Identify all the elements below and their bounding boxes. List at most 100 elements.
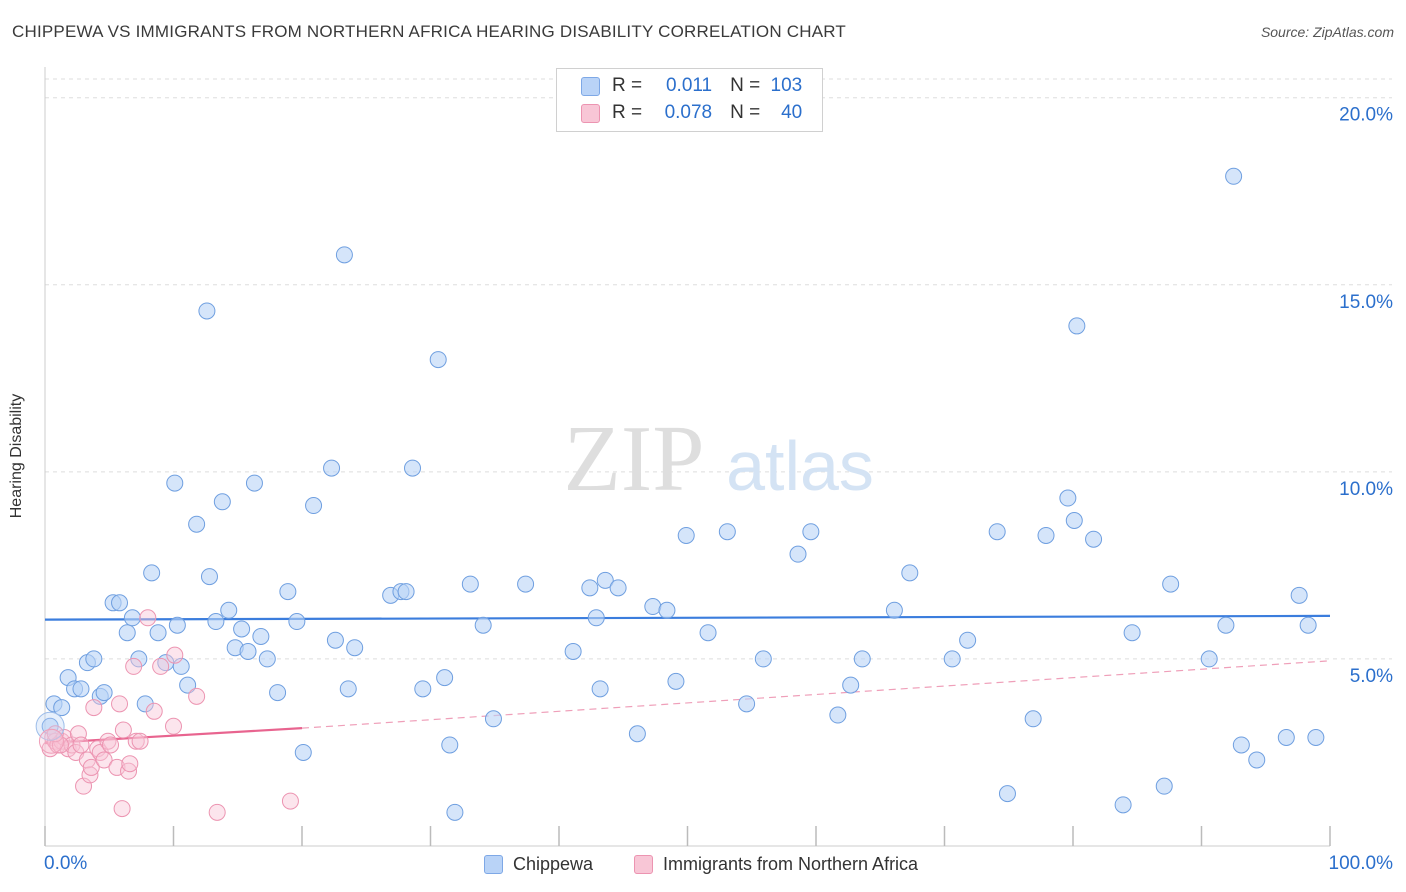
chippewa-point <box>252 627 270 645</box>
legend-item-chippewa: Chippewa <box>484 852 593 876</box>
chippewa-point <box>1277 728 1295 746</box>
chippewa-point <box>35 711 65 741</box>
chippewa-point <box>1037 526 1055 544</box>
chippewa-point <box>628 725 646 743</box>
chippewa-point <box>699 624 717 642</box>
immigrants-point <box>281 792 299 810</box>
immigrants-point <box>188 687 206 705</box>
immigrants-point <box>127 732 145 750</box>
tick-labels: 5.0% 10.0% 15.0% 20.0% 0.0% 100.0% <box>44 105 1393 874</box>
chippewa-n-value: 103 <box>770 75 803 96</box>
chippewa-point <box>326 631 344 649</box>
chippewa-point <box>118 624 136 642</box>
immigrants-point <box>165 717 182 735</box>
chippewa-point <box>404 459 422 477</box>
chippewa-point <box>188 515 206 533</box>
chippewa-point <box>446 803 464 821</box>
stats-legend: R = 0.011 N = 103 R = 0.078 N = 40 <box>556 68 823 132</box>
axes <box>44 67 1331 847</box>
immigrants-point <box>72 736 90 754</box>
chippewa-point <box>436 669 454 687</box>
source-label: Source: ZipAtlas.com <box>1260 24 1394 40</box>
immigrants-point <box>208 803 226 821</box>
chippewa-point <box>233 620 251 638</box>
y-tick-label: 20.0% <box>1339 105 1393 126</box>
immigrants-point <box>51 736 69 754</box>
stats-row-immigrants: R = 0.078 N = 40 <box>581 102 802 124</box>
chippewa-point <box>149 624 167 642</box>
chippewa-point <box>397 583 415 601</box>
chippewa-point <box>1290 586 1308 604</box>
immigrants-point <box>102 736 120 754</box>
chippewa-point <box>95 684 113 702</box>
chippewa-point <box>1123 624 1141 642</box>
chippewa-point <box>346 639 364 657</box>
chippewa-trend-line <box>44 614 1331 621</box>
chart-title: CHIPPEWA VS IMMIGRANTS FROM NORTHERN AFR… <box>12 22 847 41</box>
chippewa-point <box>323 459 341 477</box>
chippewa-point <box>441 736 459 754</box>
chippewa-point <box>288 613 306 631</box>
n-label: N = <box>730 102 761 123</box>
chippewa-point <box>429 351 447 369</box>
chippewa-point <box>179 676 197 694</box>
chippewa-point <box>644 598 662 616</box>
chippewa-point <box>677 526 695 544</box>
chippewa-point <box>885 601 903 619</box>
n-label: N = <box>730 75 761 96</box>
immigrants-point <box>82 758 100 776</box>
chippewa-point <box>1162 575 1180 593</box>
chippewa-point <box>738 695 756 713</box>
chippewa-point <box>1068 317 1086 335</box>
immigrants-point <box>111 695 129 713</box>
immigrants-point <box>152 657 170 675</box>
chippewa-point <box>943 650 961 668</box>
immigrants-point <box>95 751 113 769</box>
chippewa-point <box>294 743 312 761</box>
chippewa-point <box>474 616 492 634</box>
chippewa-point <box>143 564 161 582</box>
chippewa-point <box>587 609 605 627</box>
immigrants-point <box>46 725 64 743</box>
chippewa-point <box>414 680 432 698</box>
chippewa-legend-swatch <box>484 854 503 874</box>
chippewa-point <box>245 474 263 492</box>
chippewa-point <box>239 642 257 660</box>
immigrants-point <box>145 702 163 720</box>
legend-item-immigrants: Immigrants from Northern Africa <box>634 852 918 876</box>
chippewa-point <box>517 575 535 593</box>
chippewa-point <box>1307 728 1325 746</box>
immigrants-r-value: 0.078 <box>664 102 713 123</box>
watermark-atlas: atlas <box>726 427 874 505</box>
y-axis-label-wrap: Hearing Disability <box>8 394 26 519</box>
chippewa-point <box>53 699 71 717</box>
chippewa-point <box>901 564 919 582</box>
chippewa-point <box>1065 511 1083 529</box>
chippewa-point <box>596 571 614 589</box>
y-axis-label: Hearing Disability <box>8 393 25 519</box>
chippewa-point <box>200 568 218 586</box>
chippewa-point <box>339 680 357 698</box>
chippewa-point <box>269 684 287 702</box>
chippewa-r-value: 0.011 <box>665 75 713 96</box>
immigrants-point <box>114 721 132 739</box>
data-points <box>35 167 1325 821</box>
immigrants-point <box>166 646 184 664</box>
chippewa-point <box>220 601 238 619</box>
chippewa-point <box>1232 736 1250 754</box>
immigrants-point <box>131 732 149 750</box>
chippewa-point <box>581 579 599 597</box>
chippewa-point <box>1217 616 1235 634</box>
chippewa-point <box>72 680 90 698</box>
chippewa-point <box>842 676 860 694</box>
chippewa-legend-label: Chippewa <box>513 853 594 874</box>
y-tick-label: 10.0% <box>1339 479 1393 500</box>
chippewa-point <box>111 594 129 612</box>
immigrants-point <box>69 725 87 743</box>
chippewa-point <box>829 706 847 724</box>
x-tick-label-max: 100.0% <box>1329 853 1394 874</box>
chippewa-point <box>1155 777 1173 795</box>
immigrants-legend-label: Immigrants from Northern Africa <box>663 853 919 874</box>
chippewa-point <box>1248 751 1266 769</box>
chippewa-point <box>1024 710 1042 728</box>
